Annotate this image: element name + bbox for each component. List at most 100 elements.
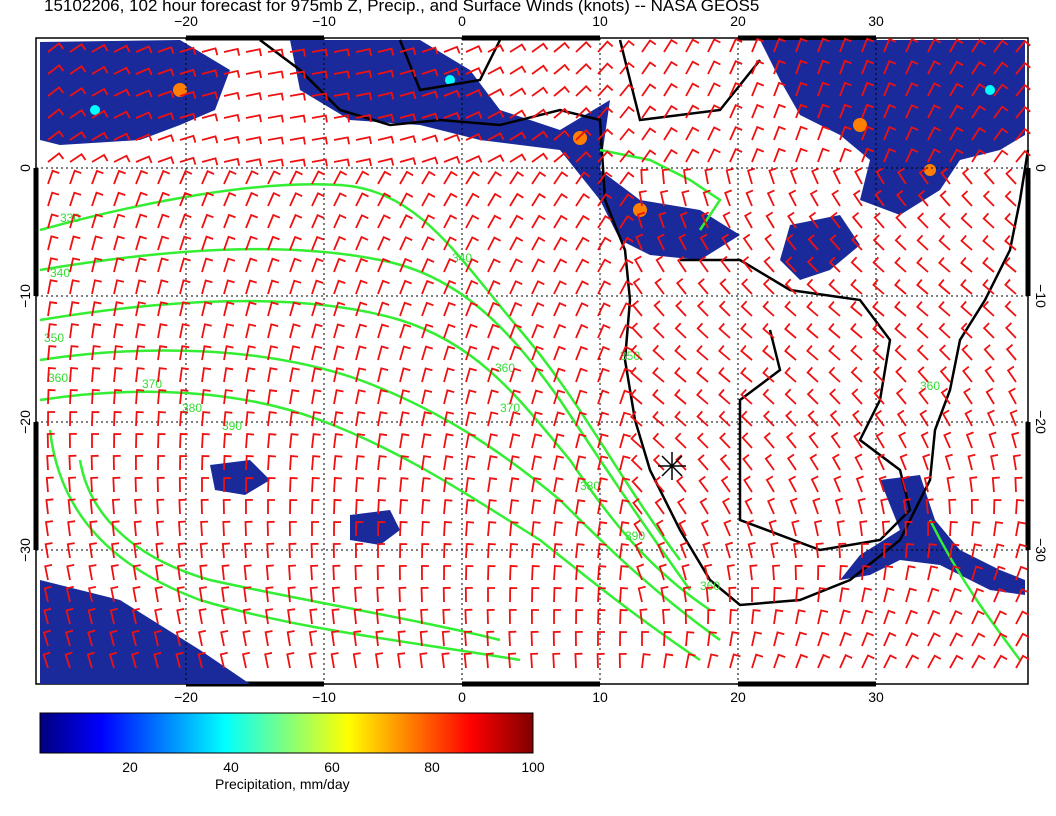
wind-barb bbox=[223, 323, 235, 339]
wind-barb bbox=[971, 654, 986, 669]
wind-barb bbox=[641, 631, 649, 646]
wind-barb bbox=[131, 629, 140, 647]
wind-barb bbox=[553, 151, 570, 163]
wind-barb bbox=[245, 323, 257, 339]
wind-barb bbox=[69, 191, 82, 207]
wind-barb bbox=[133, 520, 142, 537]
wind-barb bbox=[632, 277, 643, 295]
wind-barb bbox=[659, 189, 669, 207]
wind-barb bbox=[948, 498, 957, 515]
wind-barb bbox=[740, 300, 753, 317]
wind-barb bbox=[773, 37, 786, 53]
wind-barb bbox=[905, 104, 919, 119]
wind-barb bbox=[946, 476, 955, 493]
wind-barb bbox=[47, 86, 65, 97]
wind-barb bbox=[638, 190, 647, 207]
wind-barb bbox=[916, 257, 929, 273]
wind-barb bbox=[983, 168, 995, 185]
wind-barb bbox=[65, 585, 74, 603]
wind-barb bbox=[509, 214, 524, 229]
wind-barb bbox=[509, 499, 519, 515]
wind-barb bbox=[264, 630, 273, 647]
wind-barb bbox=[905, 609, 918, 625]
wind-barb bbox=[707, 631, 717, 647]
wind-barb bbox=[640, 168, 649, 185]
wind-barb bbox=[355, 345, 367, 361]
wind-barb bbox=[729, 631, 740, 647]
wind-barb bbox=[575, 280, 589, 295]
wind-barb bbox=[784, 366, 797, 383]
wind-barb bbox=[530, 652, 539, 669]
wind-barb bbox=[333, 170, 348, 185]
wind-barb bbox=[789, 497, 798, 515]
wind-barb bbox=[464, 630, 473, 647]
wind-barb bbox=[67, 520, 76, 537]
wind-barb bbox=[287, 608, 296, 625]
wind-barb bbox=[47, 279, 58, 295]
wind-barb bbox=[201, 135, 219, 144]
wind-barb bbox=[88, 586, 97, 603]
wind-barb bbox=[179, 345, 190, 361]
wind-barb bbox=[1015, 127, 1031, 141]
wind-barb bbox=[702, 541, 711, 559]
wind-barb bbox=[179, 411, 189, 427]
wind-barb bbox=[110, 586, 119, 603]
wind-barb bbox=[245, 170, 259, 185]
wind-barb bbox=[157, 257, 169, 273]
wind-barb bbox=[899, 453, 908, 471]
svg-text:340: 340 bbox=[452, 251, 472, 265]
wind-barb bbox=[938, 344, 951, 361]
wind-barb bbox=[421, 411, 432, 427]
wind-barb bbox=[874, 189, 885, 207]
wind-barb bbox=[135, 389, 145, 405]
wind-barb bbox=[944, 453, 953, 471]
wind-barb bbox=[619, 389, 632, 405]
wind-barb bbox=[465, 258, 479, 273]
wind-barb bbox=[109, 607, 118, 625]
wind-barb bbox=[927, 609, 941, 625]
wind-barb bbox=[135, 67, 153, 76]
wind-barb bbox=[113, 132, 131, 141]
wind-barb bbox=[575, 41, 592, 53]
wind-barb bbox=[922, 453, 931, 471]
wind-barb bbox=[223, 257, 236, 273]
wind-barb bbox=[830, 431, 841, 449]
wind-barb bbox=[741, 278, 753, 295]
wind-barb bbox=[762, 410, 775, 427]
wind-barb bbox=[354, 586, 363, 603]
wind-barb bbox=[630, 366, 643, 383]
wind-barb bbox=[938, 301, 951, 317]
wind-barb bbox=[91, 213, 104, 229]
wind-barb bbox=[179, 191, 192, 207]
wind-barb bbox=[377, 543, 385, 558]
wind-barb bbox=[157, 46, 175, 55]
wind-barb bbox=[657, 541, 666, 559]
wind-barb bbox=[919, 409, 929, 427]
wind-barb bbox=[135, 213, 148, 229]
wind-barb bbox=[311, 257, 324, 273]
wind-barb bbox=[311, 389, 322, 405]
wind-barb bbox=[289, 389, 300, 405]
wind-barb bbox=[179, 235, 192, 251]
wind-barb bbox=[861, 565, 871, 581]
wind-barb bbox=[355, 214, 369, 229]
wind-barb bbox=[773, 653, 786, 669]
wind-barb bbox=[289, 279, 302, 295]
wind-barb bbox=[289, 114, 306, 123]
svg-text:380: 380 bbox=[580, 479, 600, 493]
wind-barb bbox=[509, 477, 520, 493]
wind-barb bbox=[905, 565, 916, 581]
wind-barb bbox=[831, 453, 841, 471]
wind-barb bbox=[509, 411, 521, 427]
wind-barb bbox=[377, 521, 386, 537]
svg-text:60: 60 bbox=[324, 759, 340, 775]
svg-text:20: 20 bbox=[730, 13, 746, 29]
wind-barb bbox=[773, 631, 785, 647]
wind-barb bbox=[222, 499, 231, 515]
wind-barb bbox=[619, 127, 635, 141]
wind-barb bbox=[179, 90, 197, 99]
wind-barb bbox=[663, 104, 678, 119]
wind-barb bbox=[245, 345, 256, 361]
wind-barb bbox=[311, 136, 328, 145]
wind-barb bbox=[729, 126, 743, 141]
